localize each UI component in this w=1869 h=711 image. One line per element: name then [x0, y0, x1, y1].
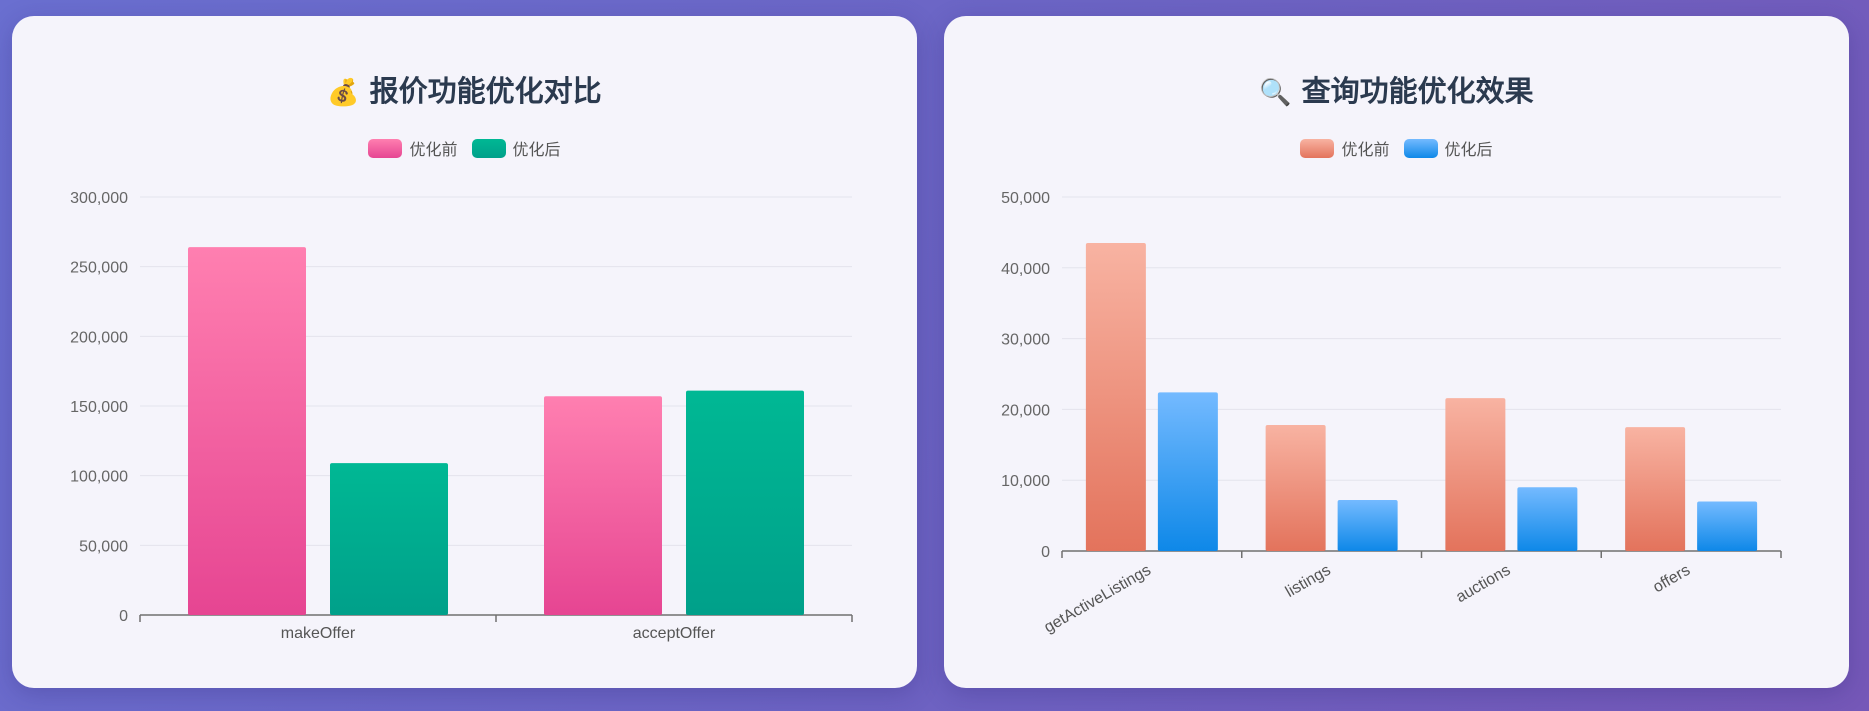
- y-tick-label: 200,000: [70, 329, 128, 346]
- y-tick-label: 100,000: [70, 469, 128, 486]
- y-tick-label: 20,000: [1001, 402, 1050, 419]
- bar-chart-query: 0 10,000 20,000 30,000 40,000 50,000 getActive…: [1001, 190, 1782, 637]
- bar-getActiveListings-before[interactable]: [1085, 243, 1146, 551]
- y-tick-label: 150,000: [70, 399, 128, 416]
- chart-title-text: 报价功能优化对比: [369, 74, 602, 108]
- bar-listings-before[interactable]: [1265, 424, 1326, 551]
- bar-auctions-after[interactable]: [1517, 487, 1578, 551]
- bar-acceptOffer-before[interactable]: [544, 396, 662, 615]
- bar-makeOffer-after[interactable]: [330, 463, 448, 615]
- x-tick-label: auctions: [1453, 562, 1513, 607]
- legend-item-before[interactable]: 优化前: [368, 136, 458, 160]
- y-tick-label: 50,000: [1001, 190, 1050, 207]
- legend-label-before: 优化前: [1341, 140, 1390, 159]
- chart-title: 💰 报价功能优化对比: [12, 68, 917, 110]
- bar-listings-after[interactable]: [1337, 500, 1398, 551]
- legend-label-after: 优化后: [512, 140, 561, 159]
- chart-legend: 优化前 优化后: [12, 136, 917, 160]
- bar-makeOffer-before[interactable]: [188, 247, 306, 615]
- y-tick-label: 40,000: [1001, 261, 1050, 278]
- y-tick-label: 10,000: [1001, 473, 1050, 490]
- legend-swatch-after: [471, 138, 506, 158]
- bar-chart-offer: 0 50,000 100,000 150,000 200,000 250,000 300,0…: [70, 190, 853, 642]
- magnifier-icon: 🔍: [1259, 78, 1292, 108]
- bar-offers-before[interactable]: [1625, 427, 1686, 551]
- legend-item-after[interactable]: 优化后: [471, 136, 561, 160]
- x-tick-label: acceptOffer: [633, 625, 716, 642]
- x-tick-label: offers: [1650, 562, 1693, 597]
- chart-card-query: 🔍 查询功能优化效果 优化前 优化后 0 10,000 20,000 30,000 40,…: [944, 16, 1849, 688]
- legend-item-after[interactable]: 优化后: [1403, 136, 1493, 160]
- y-tick-label: 30,000: [1001, 332, 1050, 349]
- x-tick-label: makeOffer: [281, 625, 356, 642]
- chart-title: 🔍 查询功能优化效果: [944, 68, 1849, 110]
- money-bag-icon: 💰: [327, 78, 360, 108]
- legend-label-before: 优化前: [409, 140, 458, 159]
- x-tick-label: getActiveListings: [1041, 562, 1153, 637]
- legend-swatch-after: [1403, 138, 1438, 158]
- y-tick-label: 50,000: [79, 538, 128, 555]
- bar-offers-after[interactable]: [1697, 501, 1758, 551]
- y-tick-label: 0: [119, 608, 128, 625]
- y-tick-label: 0: [1041, 544, 1050, 561]
- chart-card-offer: 💰 报价功能优化对比 优化前 优化后 0 50,000 100,000 150,000 2…: [12, 16, 917, 688]
- legend-item-before[interactable]: 优化前: [1300, 136, 1390, 160]
- legend-swatch-before: [368, 138, 403, 158]
- chart-title-text: 查询功能优化效果: [1301, 74, 1534, 108]
- legend-label-after: 优化后: [1444, 140, 1493, 159]
- x-tick-label: listings: [1283, 562, 1334, 601]
- legend-swatch-before: [1300, 138, 1335, 158]
- y-tick-label: 300,000: [70, 190, 128, 207]
- chart-legend: 优化前 优化后: [944, 136, 1849, 160]
- bar-getActiveListings-after[interactable]: [1157, 392, 1218, 551]
- bar-auctions-before[interactable]: [1445, 398, 1506, 551]
- y-tick-label: 250,000: [70, 260, 128, 277]
- bar-acceptOffer-after[interactable]: [686, 390, 804, 615]
